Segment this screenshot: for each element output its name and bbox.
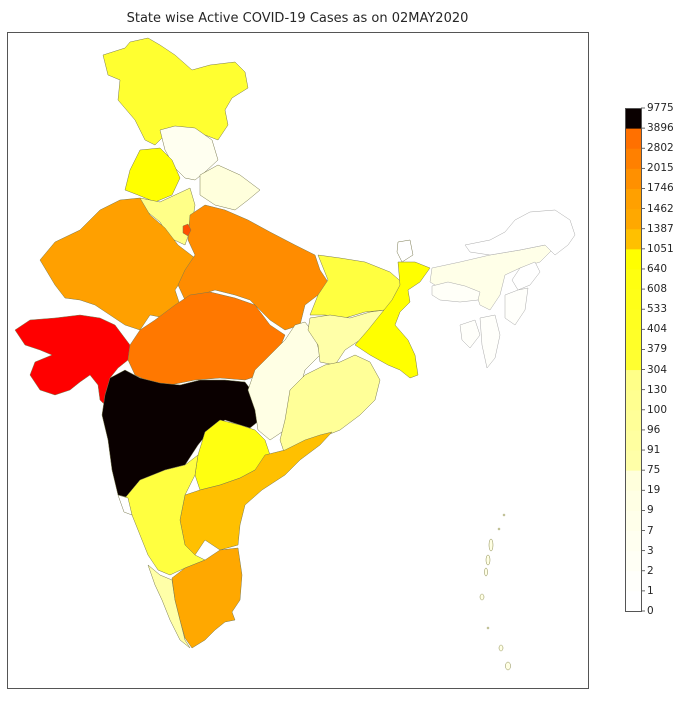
region-tamil-nadu[interactable] [171,547,243,649]
colorbar-tick-label: 3896 [647,122,674,135]
colorbar-segment [625,530,641,552]
colorbar-segment [625,309,641,330]
colorbar-segment [625,429,641,451]
colorbar-segment [625,289,641,310]
colorbar-segment [625,490,641,511]
colorbar-tick-label: 1746 [647,182,674,195]
colorbar-segment [625,188,641,210]
colorbar-segment [625,550,641,572]
region-gujarat[interactable] [14,314,131,409]
colorbar-tick-label: 404 [647,323,668,336]
colorbar-tick-label: 1462 [647,202,674,215]
region-rajasthan[interactable] [39,197,196,331]
colorbar-segment [625,369,641,391]
colorbar-segment [625,248,641,270]
colorbar-tick-label: 19 [647,484,661,497]
region-jammu-kashmir[interactable] [102,37,249,146]
colorbar [625,107,645,612]
colorbar-segment [625,168,641,189]
region-maharashtra[interactable] [101,369,261,499]
colorbar-segment [625,470,641,491]
colorbar-tick-label: 91 [647,444,661,457]
region-andhra-pradesh[interactable] [179,431,333,556]
colorbar-segment [625,570,641,592]
region-bihar[interactable] [309,254,406,319]
colorbar-segment [625,389,641,411]
colorbar-tick-label: 304 [647,363,668,376]
colorbar-tick-label: 9775 [647,102,674,114]
colorbar-tick-label: 130 [647,383,668,396]
colorbar-segment [625,329,641,350]
colorbar-frame [625,108,642,612]
colorbar-tick-label: 0 [647,605,654,617]
region-mizoram[interactable] [479,314,501,369]
region-arunachal-pradesh[interactable] [464,209,576,256]
colorbar-tick-label: 1387 [647,222,674,235]
colorbar-tick-label: 2802 [647,142,674,155]
colorbar-segment [625,409,641,431]
region-west-bengal[interactable] [354,261,431,379]
region-andaman-nicobar[interactable] [479,513,511,671]
region-goa[interactable] [117,494,133,516]
colorbar-tick-label: 1 [647,584,654,597]
region-uttarakhand[interactable] [199,164,261,211]
region-sikkim[interactable] [396,239,414,263]
colorbar-segment [625,148,641,169]
region-odisha[interactable] [279,354,381,456]
region-uttar-pradesh[interactable] [177,204,331,331]
colorbar-tick-label: 96 [647,423,661,436]
colorbar-tick-label: 379 [647,343,668,356]
colorbar-tick-label: 1051 [647,242,674,255]
colorbar-tick-label: 9 [647,504,654,517]
region-karnataka[interactable] [124,454,206,576]
region-tripura[interactable] [459,319,481,349]
region-punjab[interactable] [124,147,181,203]
colorbar-tick-label: 640 [647,262,668,275]
colorbar-segment [625,590,641,612]
colorbar-segment [625,510,641,532]
colorbar-segment [625,128,641,149]
colorbar-segment [625,208,641,230]
colorbar-segment [625,108,641,129]
colorbar-segment [625,450,641,471]
colorbar-segment [625,268,641,290]
colorbar-segment [625,228,641,250]
colorbar-tick-label: 533 [647,303,668,316]
colorbar-tick-label: 2015 [647,162,674,175]
region-nagaland[interactable] [511,261,541,291]
colorbar-tick-label: 7 [647,524,654,537]
region-kerala[interactable] [147,564,191,649]
colorbar-tick-label: 608 [647,283,668,296]
region-meghalaya[interactable] [431,281,481,303]
colorbar-segment [625,349,641,371]
colorbar-tick-label: 100 [647,403,668,416]
region-manipur[interactable] [504,287,529,326]
region-delhi[interactable] [182,223,192,237]
colorbar-tick-label: 75 [647,464,661,477]
colorbar-tick-label: 3 [647,544,654,557]
chart-title: State wise Active COVID-19 Cases as on 0… [126,11,469,26]
colorbar-tick-label: 2 [647,564,654,577]
